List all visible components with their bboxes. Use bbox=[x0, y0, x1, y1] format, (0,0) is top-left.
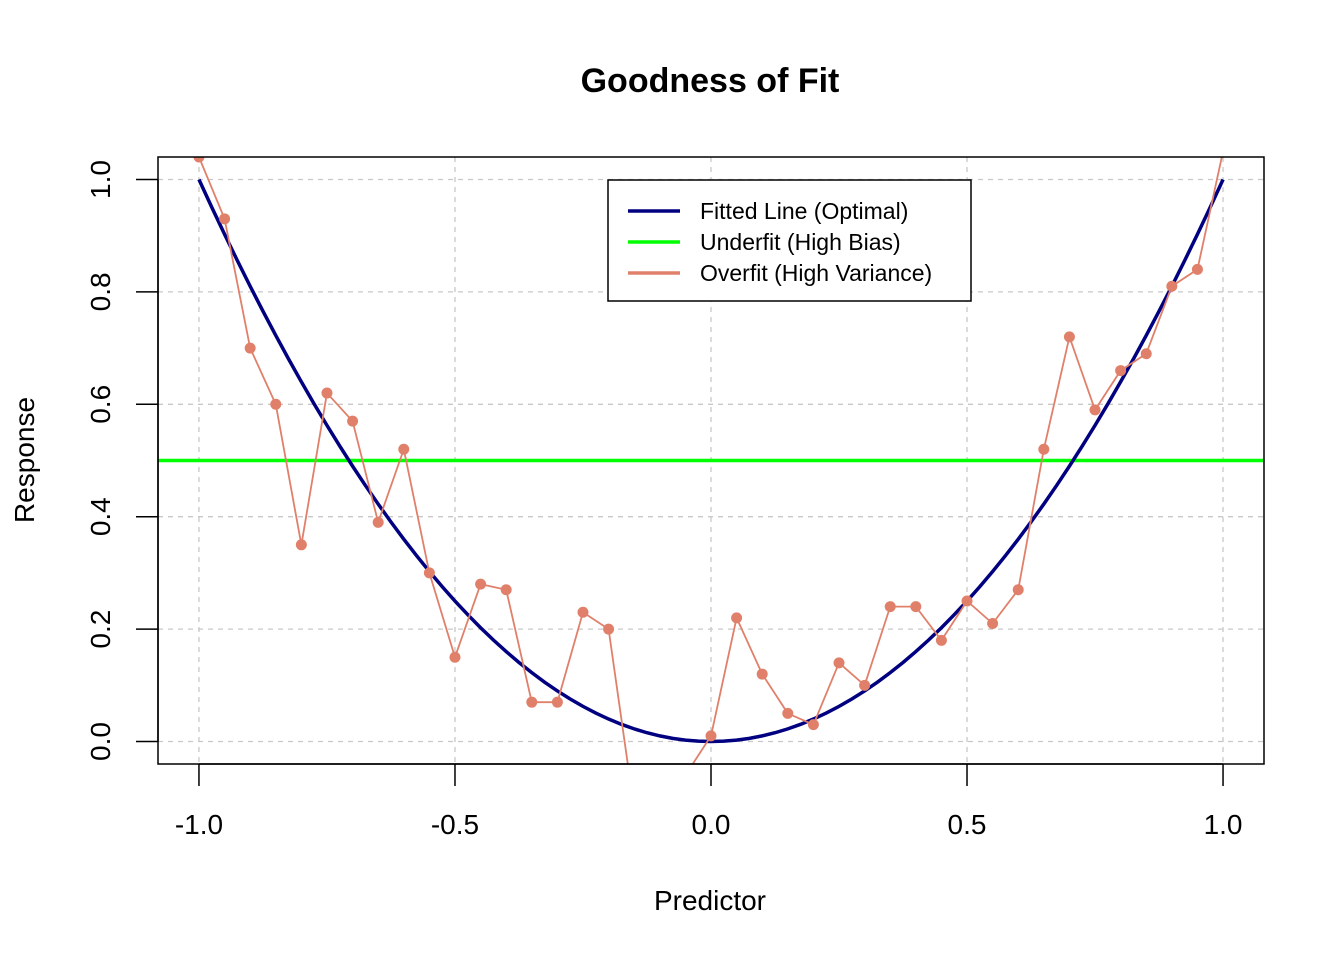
overfit-point bbox=[270, 398, 282, 410]
overfit-point bbox=[833, 657, 845, 669]
y-tick-label-3: 0.6 bbox=[85, 385, 116, 424]
overfit-point bbox=[551, 696, 563, 708]
overfit-point bbox=[910, 601, 922, 613]
x-tick-label-4: 1.0 bbox=[1204, 809, 1243, 840]
y-tick-label-4: 0.8 bbox=[85, 272, 116, 311]
overfit-point bbox=[680, 770, 691, 781]
overfit-point bbox=[475, 578, 487, 590]
y-tick-label-1: 0.2 bbox=[85, 610, 116, 649]
x-axis: -1.0 -0.5 0.0 0.5 1.0 bbox=[175, 763, 1243, 840]
chart-title: Goodness of Fit bbox=[581, 62, 840, 100]
y-tick-label-2: 0.4 bbox=[85, 497, 116, 536]
x-tick-label-2: 0.0 bbox=[692, 809, 731, 840]
overfit-point bbox=[884, 601, 896, 613]
legend-label-fitted: Fitted Line (Optimal) bbox=[700, 198, 908, 224]
overfit-point bbox=[1140, 348, 1152, 360]
overfit-point bbox=[731, 612, 743, 624]
overfit-point bbox=[321, 387, 333, 399]
overfit-point bbox=[935, 634, 947, 646]
overfit-points bbox=[193, 146, 1229, 831]
y-axis-label: Response bbox=[9, 397, 40, 523]
overfit-point bbox=[987, 617, 999, 629]
legend-label-underfit: Underfit (High Bias) bbox=[700, 229, 901, 255]
y-axis: 0.0 0.2 0.4 0.6 0.8 1.0 bbox=[85, 160, 159, 761]
overfit-point bbox=[705, 730, 717, 742]
x-tick-label-3: 0.5 bbox=[948, 809, 987, 840]
overfit-point bbox=[347, 415, 359, 427]
overfit-point bbox=[1089, 404, 1101, 416]
overfit-point bbox=[1191, 263, 1203, 275]
overfit-point bbox=[244, 342, 256, 354]
overfit-point bbox=[859, 679, 871, 691]
overfit-point bbox=[577, 606, 589, 618]
overfit-point bbox=[449, 651, 461, 663]
overfit-point bbox=[1038, 443, 1050, 455]
overfit-point bbox=[961, 595, 973, 607]
overfit-point bbox=[398, 443, 410, 455]
legend: Fitted Line (Optimal) Underfit (High Bia… bbox=[607, 179, 972, 302]
overfit-point bbox=[1012, 584, 1024, 596]
x-tick-label-0: -1.0 bbox=[175, 809, 223, 840]
overfit-point bbox=[654, 820, 665, 831]
overfit-point bbox=[372, 516, 384, 528]
overfit-point bbox=[526, 696, 538, 708]
overfit-point bbox=[423, 567, 435, 579]
overfit-point bbox=[1218, 146, 1229, 157]
overfit-point bbox=[782, 707, 794, 719]
overfit-point bbox=[219, 213, 231, 225]
overfit-point bbox=[193, 157, 205, 163]
x-axis-label: Predictor bbox=[654, 885, 766, 916]
overfit-point bbox=[629, 803, 640, 814]
overfit-point bbox=[1063, 331, 1075, 343]
overfit-point bbox=[756, 668, 768, 680]
overfit-point bbox=[1166, 280, 1178, 292]
overfit-point bbox=[295, 539, 307, 551]
y-tick-label-5: 1.0 bbox=[85, 160, 116, 199]
x-tick-label-1: -0.5 bbox=[431, 809, 479, 840]
overfit-point bbox=[807, 719, 819, 731]
overfit-point bbox=[1115, 365, 1127, 377]
legend-label-overfit: Overfit (High Variance) bbox=[700, 260, 932, 286]
y-tick-label-0: 0.0 bbox=[85, 722, 116, 761]
overfit-point bbox=[603, 623, 615, 635]
overfit-point bbox=[500, 584, 512, 596]
